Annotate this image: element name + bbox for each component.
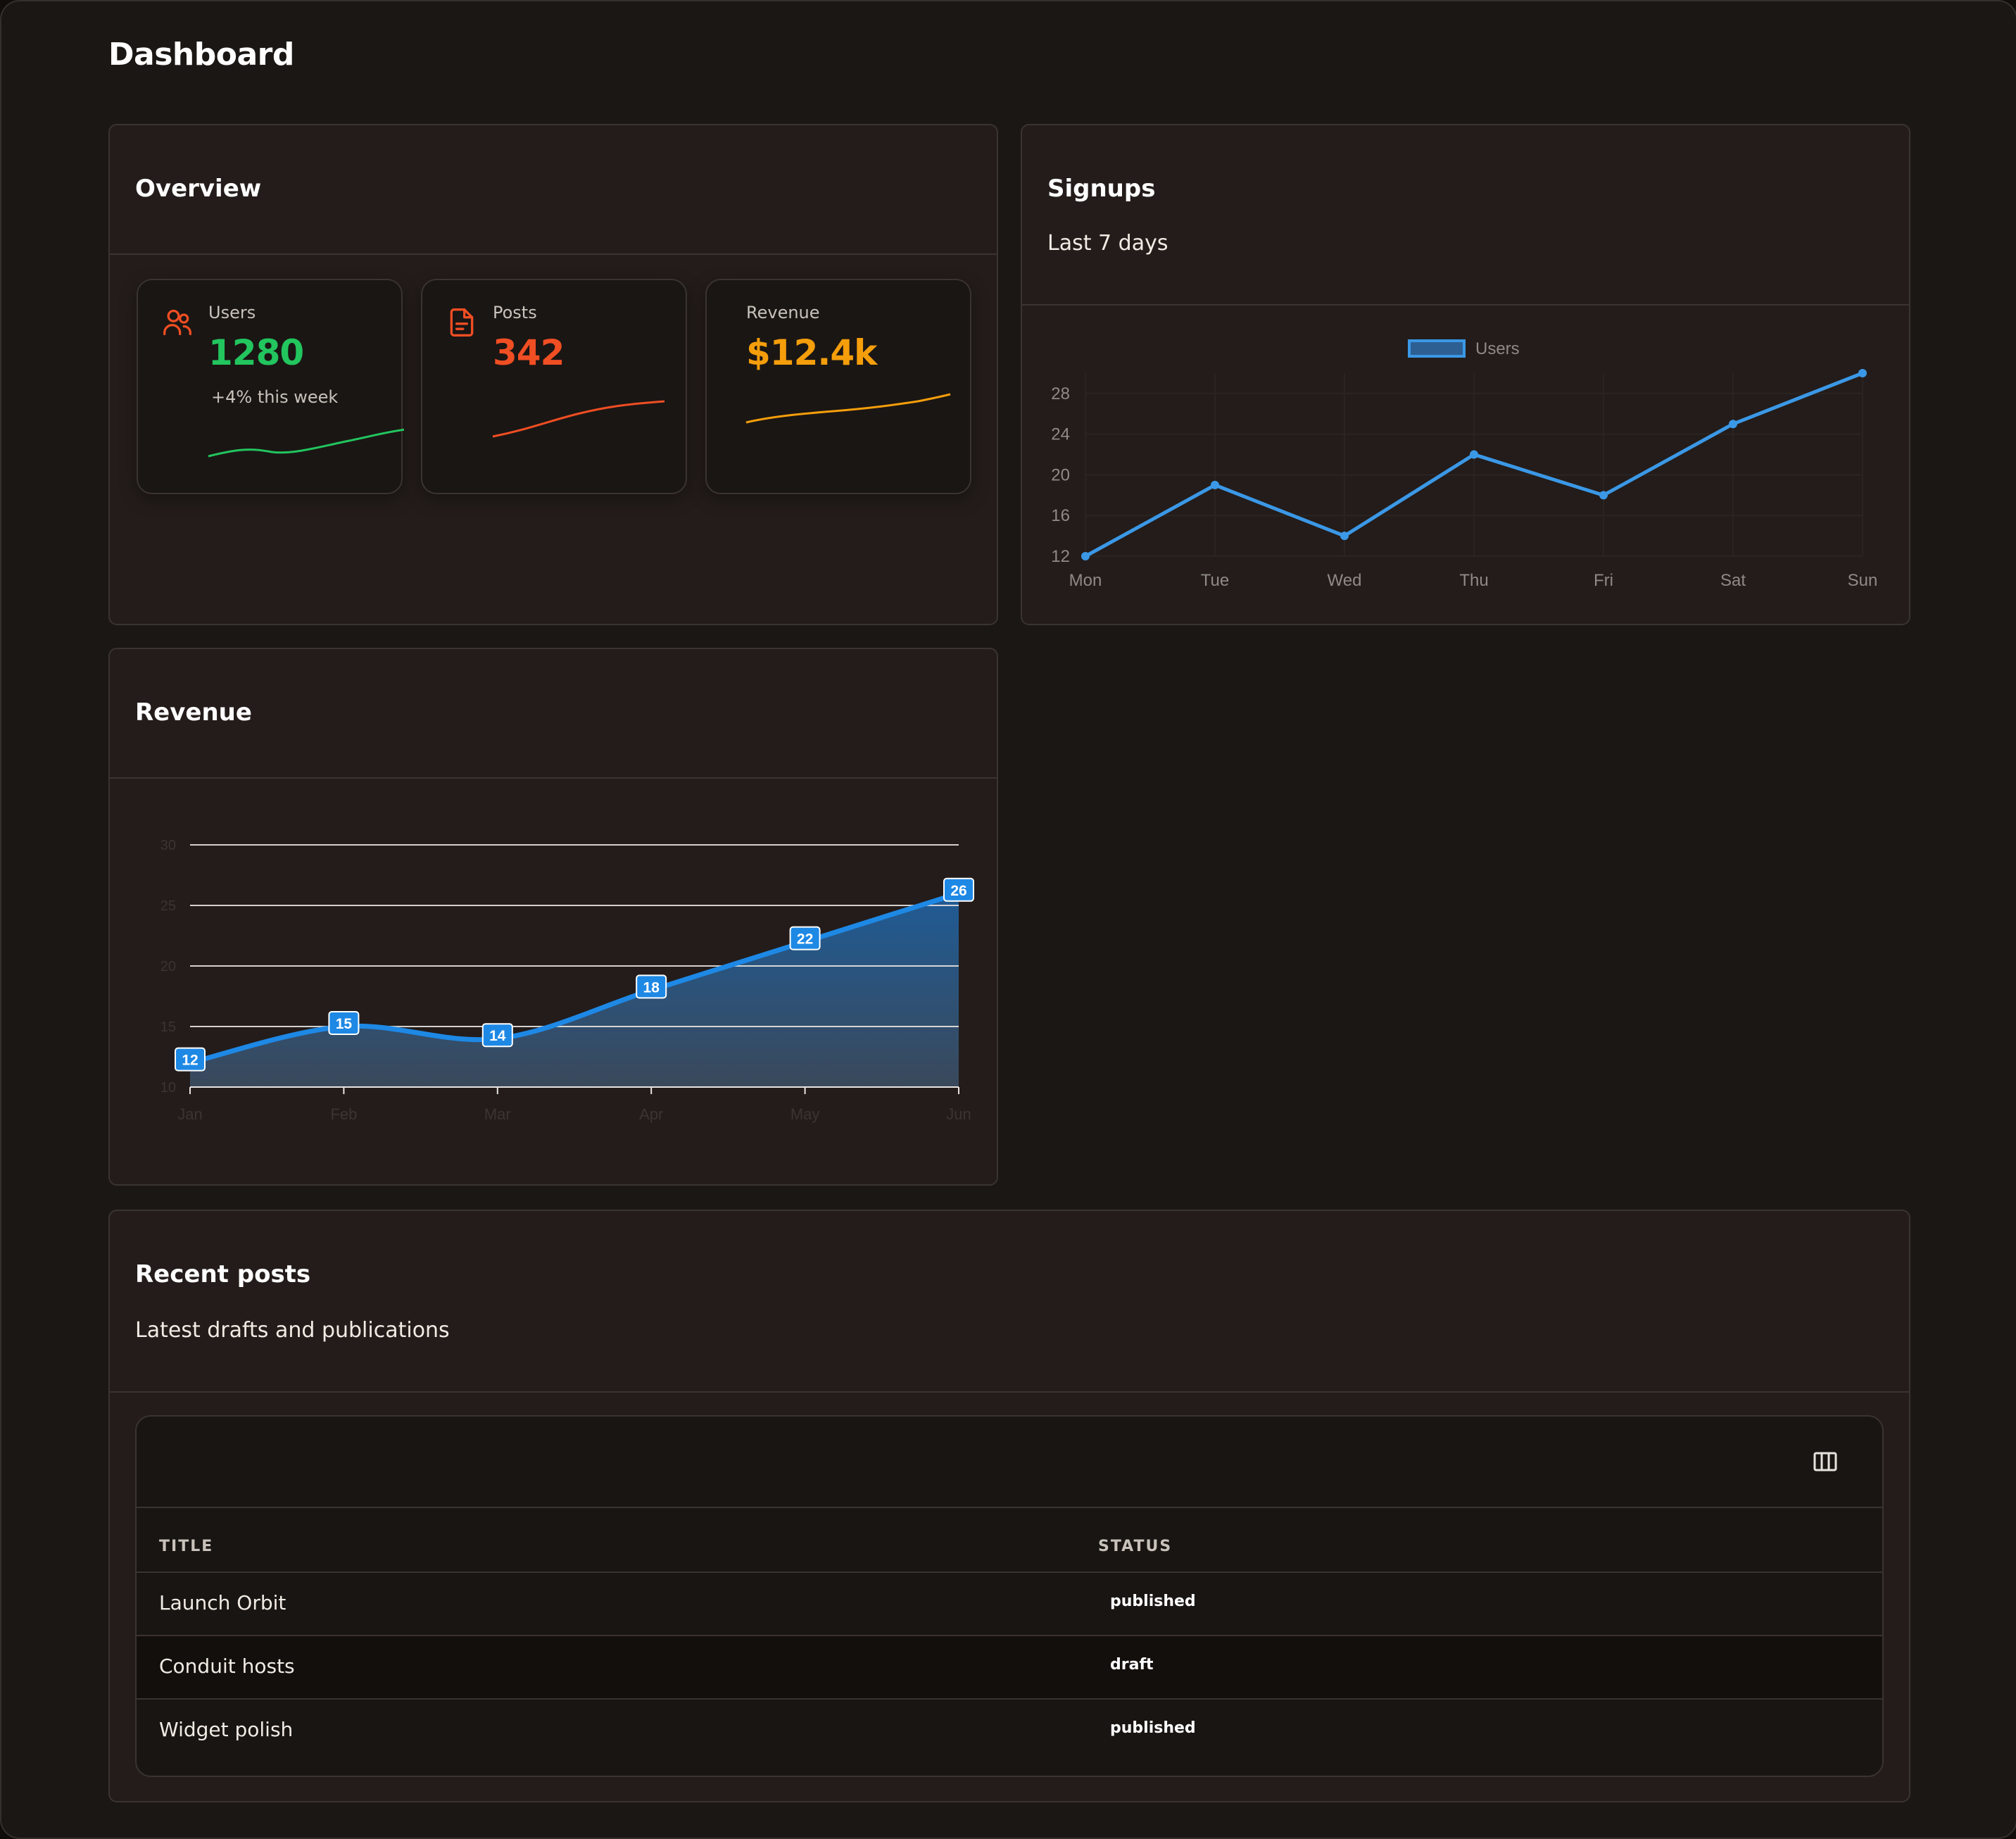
legend-swatch-users[interactable] bbox=[1408, 339, 1466, 358]
x-tick-label: Jun bbox=[946, 1105, 971, 1123]
posts-table: TITLE STATUS Launch Orbit published Cond… bbox=[135, 1415, 1884, 1777]
stat-card-revenue[interactable]: Revenue $12.4k bbox=[705, 279, 971, 494]
table-row[interactable]: Conduit hosts draft bbox=[137, 1635, 1882, 1700]
status-badge: published bbox=[1110, 1719, 1196, 1737]
columns-icon[interactable] bbox=[1813, 1452, 1837, 1471]
x-tick-label: Mar bbox=[484, 1105, 511, 1123]
post-title: Conduit hosts bbox=[159, 1655, 295, 1678]
data-point bbox=[1081, 552, 1090, 560]
signups-card: Signups Last 7 days bbox=[1021, 124, 1910, 625]
status-badge: published bbox=[1110, 1593, 1196, 1610]
data-label-box bbox=[789, 926, 821, 950]
revenue-header: Revenue bbox=[110, 649, 997, 779]
stat-card-users[interactable]: Users 1280 +4% this week bbox=[137, 279, 404, 494]
data-label: 22 bbox=[797, 931, 813, 948]
x-tick-label: Feb bbox=[330, 1105, 357, 1123]
x-tick-label: Sun bbox=[1848, 571, 1878, 590]
x-tick-label: Wed bbox=[1328, 571, 1362, 590]
y-tick-label: 30 bbox=[160, 838, 176, 853]
data-label: 15 bbox=[336, 1016, 353, 1032]
y-tick-label: 24 bbox=[1051, 425, 1070, 444]
overview-card: Overview Users 1280 +4% this week Posts … bbox=[108, 124, 998, 625]
stat-note: +4% this week bbox=[211, 387, 339, 407]
signups-chart: 12 16 20 24 28 Mon Tue Wed Thu Fri Sat Sun bbox=[1051, 369, 1878, 590]
data-label-box bbox=[943, 877, 974, 902]
y-tick-label: 28 bbox=[1051, 384, 1070, 403]
data-label: 18 bbox=[643, 979, 660, 996]
y-tick-label: 20 bbox=[160, 959, 176, 974]
data-point bbox=[1729, 420, 1737, 429]
overview-header: Overview bbox=[110, 125, 997, 255]
y-tick-label: 15 bbox=[160, 1019, 176, 1035]
x-tick-label: Thu bbox=[1459, 571, 1488, 590]
column-header-status[interactable]: STATUS bbox=[1098, 1538, 1173, 1555]
data-point bbox=[1858, 369, 1867, 377]
stat-label: Posts bbox=[493, 303, 537, 322]
data-label: 12 bbox=[182, 1053, 198, 1069]
posts-sparkline bbox=[492, 400, 665, 438]
post-title: Launch Orbit bbox=[159, 1591, 286, 1614]
stat-value: 1280 bbox=[208, 332, 304, 373]
table-row[interactable]: Widget polish published bbox=[137, 1698, 1882, 1763]
x-tick-label: Jan bbox=[177, 1105, 202, 1123]
y-tick-label: 20 bbox=[1051, 465, 1070, 484]
signups-subtitle: Last 7 days bbox=[1047, 231, 1168, 256]
x-tick-label: May bbox=[790, 1105, 820, 1123]
recent-posts-header: Recent posts Latest drafts and publicati… bbox=[110, 1211, 1909, 1393]
signups-header: Signups Last 7 days bbox=[1022, 125, 1909, 306]
data-point bbox=[1470, 450, 1478, 459]
data-label-box bbox=[175, 1047, 206, 1072]
stat-value: $12.4k bbox=[746, 332, 877, 373]
stat-label: Revenue bbox=[746, 303, 820, 322]
x-tick-label: Tue bbox=[1201, 571, 1229, 590]
revenue-chart: 10 15 20 25 30 Jan Feb Mar Apr May Jun 12 15 14 18 22 26 bbox=[160, 838, 974, 1123]
data-label: 14 bbox=[489, 1028, 506, 1044]
data-label: 26 bbox=[950, 883, 966, 899]
area-fill bbox=[190, 893, 959, 1087]
data-label-box bbox=[481, 1023, 513, 1048]
revenue-card: Revenue bbox=[108, 648, 998, 1186]
status-badge: draft bbox=[1110, 1656, 1154, 1674]
revenue-title: Revenue bbox=[135, 698, 252, 727]
page-title: Dashboard bbox=[108, 37, 294, 73]
stat-label: Users bbox=[208, 303, 256, 322]
data-point bbox=[1599, 491, 1608, 500]
column-header-title[interactable]: TITLE bbox=[159, 1538, 214, 1555]
series-line bbox=[187, 891, 962, 1066]
recent-posts-title: Recent posts bbox=[135, 1260, 311, 1288]
data-label-box bbox=[636, 974, 667, 999]
recent-posts-subtitle: Latest drafts and publications bbox=[135, 1318, 450, 1343]
x-tick-label: Mon bbox=[1069, 571, 1102, 590]
overview-title: Overview bbox=[135, 175, 262, 203]
data-point bbox=[1340, 532, 1349, 541]
post-title: Widget polish bbox=[159, 1718, 294, 1741]
signups-title: Signups bbox=[1047, 175, 1156, 203]
x-tick-label: Apr bbox=[639, 1105, 663, 1123]
revenue-sparkline bbox=[745, 393, 951, 424]
y-tick-label: 25 bbox=[160, 898, 176, 914]
data-label-box bbox=[328, 1011, 360, 1035]
document-icon bbox=[450, 308, 474, 337]
table-toolbar bbox=[137, 1417, 1882, 1508]
table-row[interactable]: Launch Orbit published bbox=[137, 1571, 1882, 1636]
x-tick-label: Fri bbox=[1594, 571, 1613, 590]
users-icon bbox=[163, 309, 191, 336]
y-tick-label: 10 bbox=[160, 1080, 176, 1096]
users-sparkline bbox=[208, 428, 404, 458]
stat-card-posts[interactable]: Posts 342 bbox=[421, 279, 687, 494]
y-tick-label: 12 bbox=[1051, 547, 1070, 566]
x-tick-label: Sat bbox=[1720, 571, 1746, 590]
data-point bbox=[1211, 480, 1219, 489]
legend-label-users[interactable]: Users bbox=[1475, 339, 1520, 358]
y-tick-label: 16 bbox=[1051, 506, 1070, 525]
stat-value: 342 bbox=[493, 332, 565, 373]
